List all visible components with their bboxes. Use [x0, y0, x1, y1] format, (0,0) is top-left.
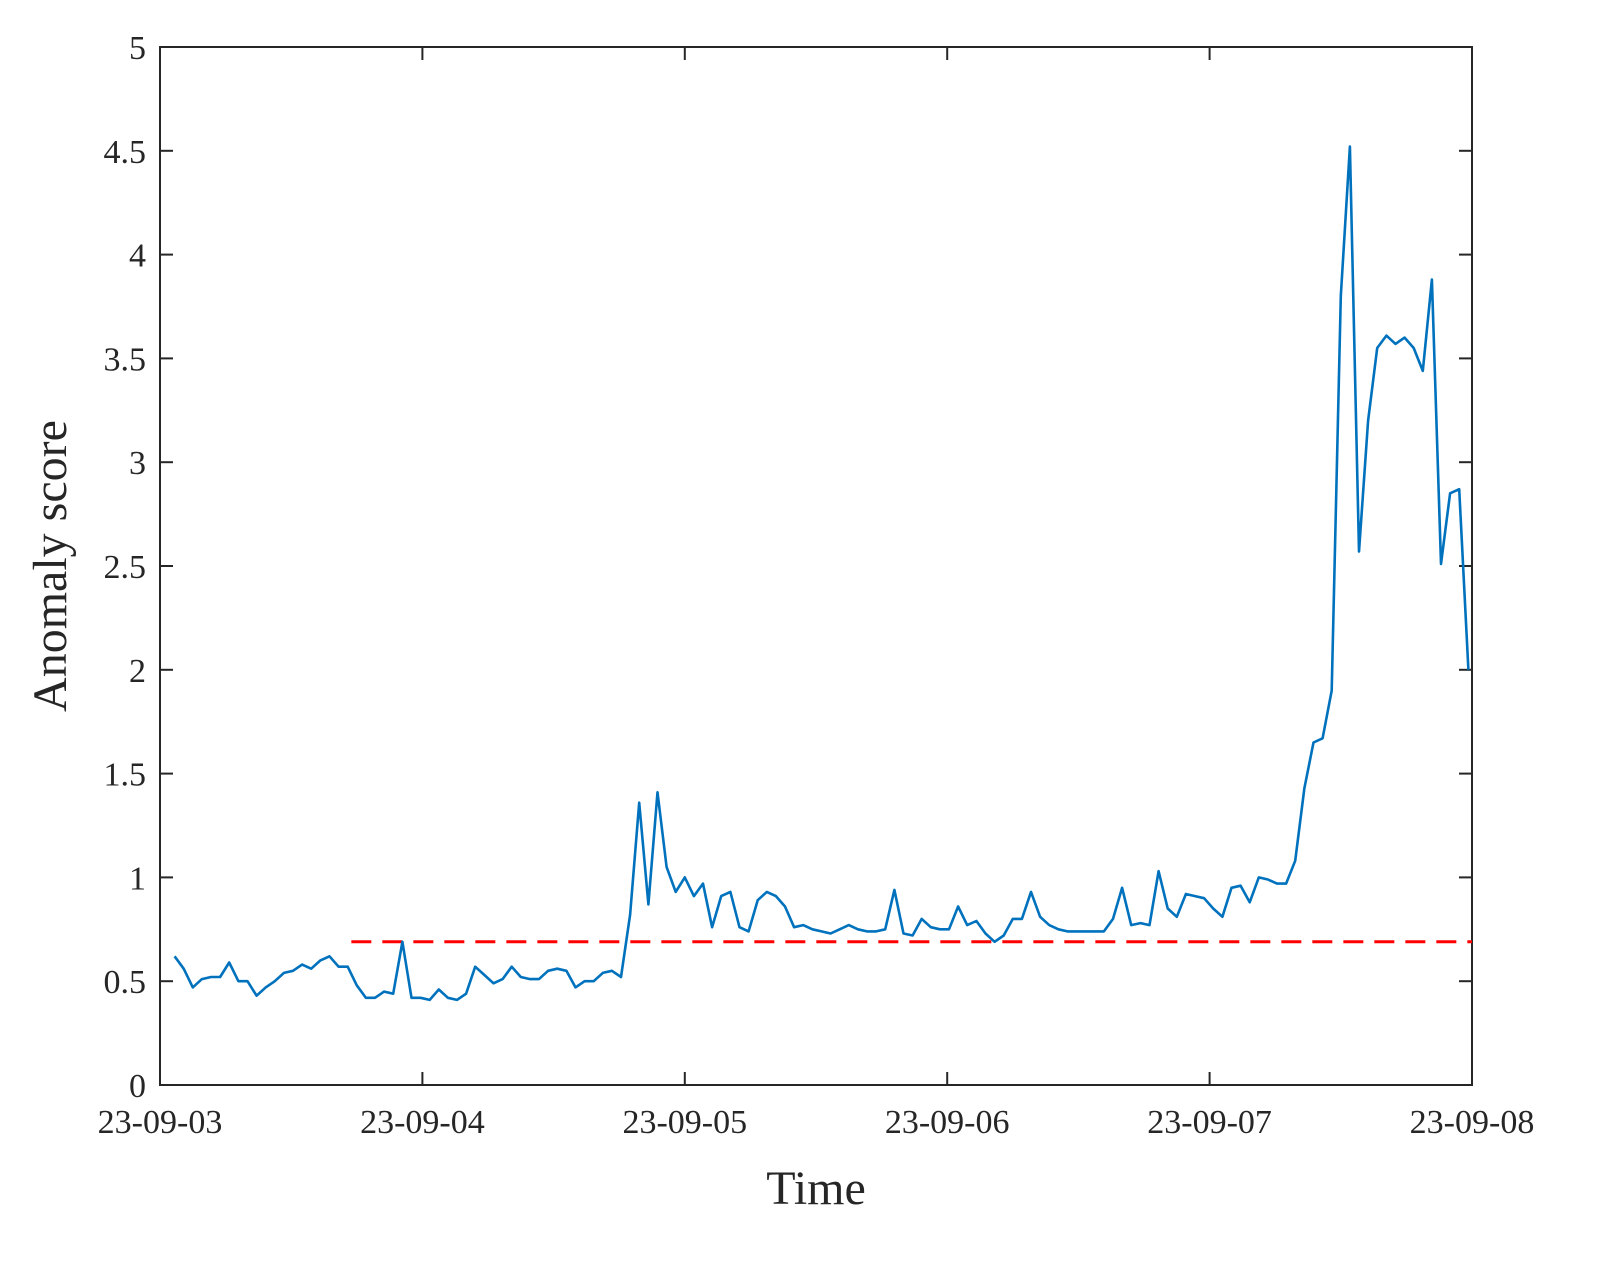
x-tick-label: 23-09-04 — [360, 1104, 485, 1141]
y-tick-label: 3.5 — [104, 341, 147, 378]
y-tick-label: 2 — [129, 653, 146, 690]
x-tick-label: 23-09-05 — [622, 1104, 747, 1141]
x-tick-label: 23-09-03 — [98, 1104, 223, 1141]
y-axis-label: Anomaly score — [24, 420, 77, 712]
y-tick-label: 0.5 — [104, 964, 147, 1001]
y-tick-label: 5 — [129, 30, 146, 67]
y-tick-label: 0 — [129, 1068, 146, 1105]
y-tick-label: 4.5 — [104, 134, 147, 171]
y-tick-label: 1 — [129, 860, 146, 897]
x-tick-label: 23-09-06 — [885, 1104, 1010, 1141]
y-tick-label: 2.5 — [104, 549, 147, 586]
x-tick-label: 23-09-08 — [1410, 1104, 1535, 1141]
x-tick-label: 23-09-07 — [1147, 1104, 1272, 1141]
y-tick-label: 1.5 — [104, 757, 147, 794]
y-tick-label: 3 — [129, 445, 146, 482]
y-tick-label: 4 — [129, 238, 146, 275]
data-line — [173, 145, 1470, 1002]
x-axis-label: Time — [766, 1162, 866, 1215]
